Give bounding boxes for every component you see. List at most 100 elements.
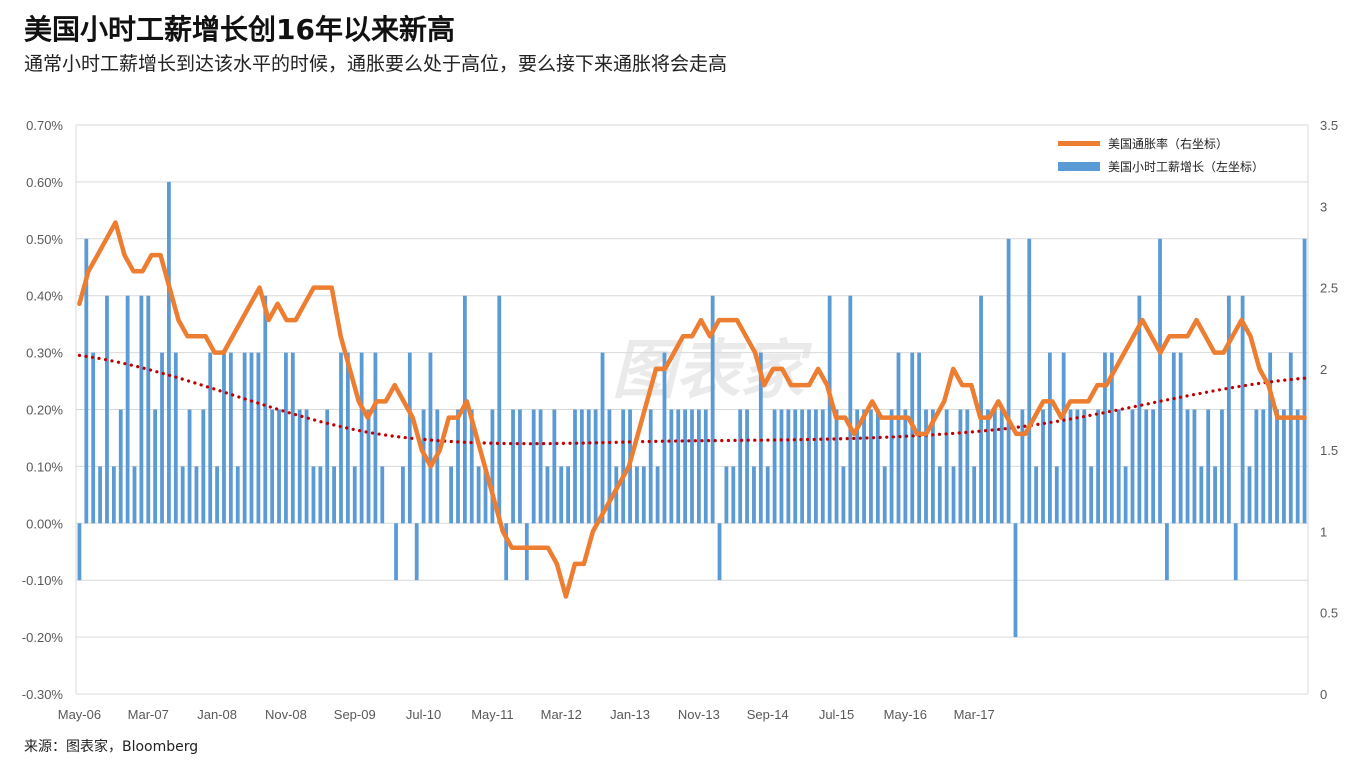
wage-bar [1275, 409, 1279, 524]
inflation-line [77, 220, 1307, 599]
wage-bar [359, 352, 364, 524]
wage-bar [690, 409, 694, 524]
wage-bar [1020, 409, 1025, 524]
wage-bar [235, 466, 240, 524]
wage-bar [779, 409, 784, 524]
wage-bar [1295, 409, 1300, 524]
wage-bar [111, 466, 116, 524]
wage-bar [1288, 352, 1293, 524]
legend: 美国通胀率（右坐标） 美国小时工薪增长（左坐标） [1058, 136, 1264, 174]
wage-bar [1123, 466, 1128, 524]
wage-bar [614, 466, 619, 524]
x-tick-label: Jul-10 [406, 707, 441, 722]
wage-bar [1213, 466, 1217, 524]
left-tick-label: -0.30% [22, 687, 64, 702]
wage-bar [77, 523, 82, 581]
wage-bar [1034, 466, 1039, 524]
wage-bar [98, 466, 102, 524]
wage-bar [937, 466, 942, 524]
left-tick-label: 0.70% [26, 118, 63, 133]
wage-bar [490, 409, 495, 524]
wage-bar [1158, 238, 1162, 524]
wage-bar [669, 409, 674, 524]
x-tick-label: Nov-08 [265, 707, 307, 722]
wage-bar [813, 409, 818, 524]
wage-bar [848, 295, 853, 524]
right-tick-label: 2 [1320, 362, 1327, 377]
wage-bar [1240, 295, 1245, 524]
wage-bar [91, 352, 96, 524]
wage-bar [1220, 409, 1224, 524]
x-tick-label: Sep-14 [747, 707, 789, 722]
wage-bar [249, 352, 254, 524]
right-tick-label: 0 [1320, 687, 1327, 702]
wage-bar [786, 409, 791, 524]
wage-bar [1096, 409, 1100, 524]
wage-bar [1116, 409, 1121, 524]
wage-bar [435, 409, 440, 524]
wage-bar [290, 352, 295, 524]
wage-bar [228, 352, 233, 524]
chart-subtitle: 通常小时工薪增长到达该水平的时候，通胀要么处于高位，要么接下来通胀将会走高 [24, 53, 728, 75]
wage-bar [284, 352, 288, 524]
wage-bar [931, 409, 935, 524]
wage-bar [1103, 352, 1107, 524]
wage-bar [1082, 409, 1087, 524]
x-tick-label: Jan-08 [197, 707, 237, 722]
wage-bar [118, 409, 123, 524]
left-tick-label: 0.50% [26, 232, 63, 247]
wage-bar [222, 352, 226, 524]
wage-bar [504, 523, 509, 581]
right-tick-label: 1.5 [1320, 443, 1338, 458]
wage-bar [180, 466, 185, 524]
wage-bar [201, 409, 206, 524]
wage-bar [339, 352, 343, 524]
wage-bar [683, 409, 688, 524]
wage-bar [1054, 466, 1059, 524]
wage-bar [999, 409, 1004, 524]
wage-bar [944, 409, 949, 524]
wage-bar [304, 409, 309, 524]
wage-bar [524, 523, 529, 581]
wage-bar [1302, 238, 1307, 524]
wage-bar [745, 409, 749, 524]
wage-bar [1254, 409, 1259, 524]
wage-bar [421, 409, 426, 524]
gridlines [75, 124, 1309, 695]
wage-bar [428, 352, 433, 524]
wage-bar [497, 295, 502, 524]
wage-bar [132, 466, 137, 524]
left-tick-label: 0.60% [26, 175, 63, 190]
wage-bar [731, 466, 736, 524]
wage-bar [965, 409, 970, 524]
wage-bar [325, 409, 330, 524]
wage-bar [834, 409, 839, 524]
wage-bar [545, 466, 550, 524]
wage-bar [586, 409, 591, 524]
wage-bar [373, 352, 378, 524]
wage-bar [476, 466, 481, 524]
wage-bar [772, 409, 777, 524]
wage-bar [277, 409, 281, 524]
wage-bar [841, 466, 846, 524]
wage-bar [160, 352, 164, 524]
trend-line [77, 353, 1307, 446]
wage-bar [579, 409, 584, 524]
wage-bar [600, 352, 605, 524]
x-tick-label: Nov-13 [678, 707, 720, 722]
legend-label-inflation: 美国通胀率（右坐标） [1108, 136, 1228, 151]
wage-bar [1192, 409, 1197, 524]
wage-bar [407, 352, 412, 524]
wage-bar [621, 409, 626, 524]
wage-bar [1109, 352, 1114, 524]
wage-bar [889, 409, 894, 524]
left-tick-label: -0.20% [22, 630, 64, 645]
wage-growth-bars [77, 181, 1307, 638]
wage-bar [655, 466, 660, 524]
legend-label-wage: 美国小时工薪增长（左坐标） [1108, 159, 1264, 174]
wage-bar [1013, 523, 1018, 638]
wage-bar [566, 466, 571, 524]
wage-bar [401, 466, 405, 524]
wage-bar [414, 523, 419, 581]
